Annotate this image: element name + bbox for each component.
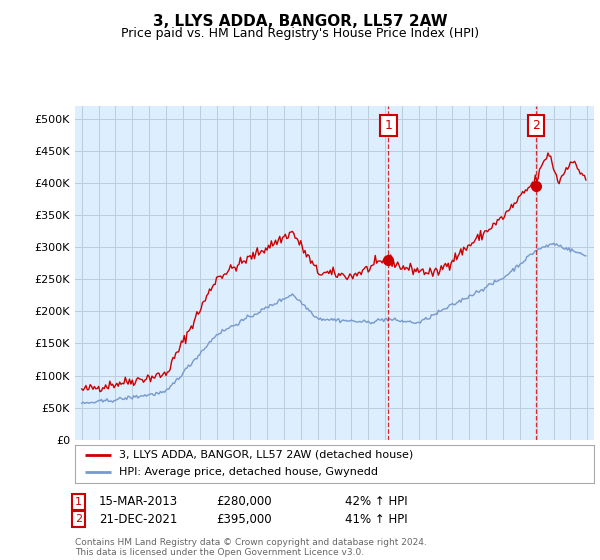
Text: Price paid vs. HM Land Registry's House Price Index (HPI): Price paid vs. HM Land Registry's House … — [121, 27, 479, 40]
Text: 1: 1 — [385, 119, 392, 132]
Text: 3, LLYS ADDA, BANGOR, LL57 2AW: 3, LLYS ADDA, BANGOR, LL57 2AW — [152, 14, 448, 29]
Text: 2: 2 — [532, 119, 540, 132]
Text: 15-MAR-2013: 15-MAR-2013 — [99, 495, 178, 508]
Text: HPI: Average price, detached house, Gwynedd: HPI: Average price, detached house, Gwyn… — [119, 468, 378, 478]
Text: 42% ↑ HPI: 42% ↑ HPI — [345, 495, 407, 508]
Text: 1: 1 — [75, 497, 82, 507]
Text: 21-DEC-2021: 21-DEC-2021 — [99, 512, 178, 526]
Text: £280,000: £280,000 — [216, 495, 272, 508]
Text: 2: 2 — [75, 514, 82, 524]
Text: 3, LLYS ADDA, BANGOR, LL57 2AW (detached house): 3, LLYS ADDA, BANGOR, LL57 2AW (detached… — [119, 450, 413, 460]
Text: Contains HM Land Registry data © Crown copyright and database right 2024.
This d: Contains HM Land Registry data © Crown c… — [75, 538, 427, 557]
Text: £395,000: £395,000 — [216, 512, 272, 526]
Text: 41% ↑ HPI: 41% ↑ HPI — [345, 512, 407, 526]
